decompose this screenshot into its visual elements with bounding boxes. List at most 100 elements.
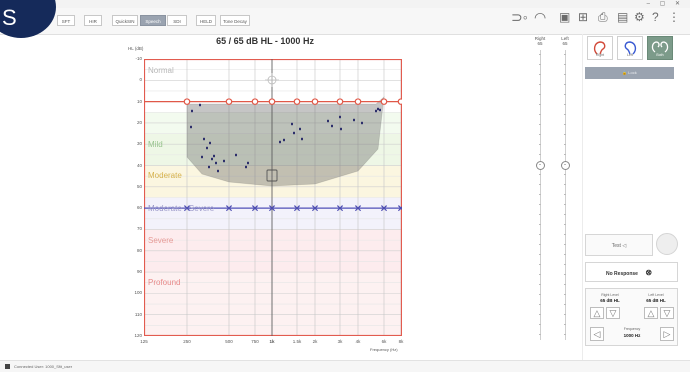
gear-icon[interactable]: ⚙ [634, 10, 645, 24]
y-tick-label: 10 [136, 98, 142, 104]
save-icon[interactable]: ▤ [617, 10, 629, 24]
right-level-down-button[interactable]: ▽ [606, 307, 620, 319]
right-level-slider[interactable] [540, 50, 541, 340]
both-ears-button[interactable] [647, 36, 673, 60]
test-button[interactable]: Test ◁ [585, 234, 653, 256]
right-level-value: 65 dB HL [600, 298, 620, 303]
speech-dot [291, 122, 293, 126]
audiogram-border [144, 59, 402, 336]
slider-tick [564, 74, 566, 75]
slider-tick [539, 64, 541, 65]
slider-tick [564, 144, 566, 145]
crosshair-icon [265, 73, 279, 87]
slider-tick [564, 194, 566, 195]
screens-icon[interactable]: ▣ [559, 10, 571, 24]
right-slider-knob[interactable] [536, 161, 545, 170]
category-normal: Normal [148, 66, 174, 75]
category-band [144, 197, 402, 230]
left-level-slider[interactable] [565, 50, 566, 340]
right-ear-marker [397, 98, 402, 105]
right-level-up-button[interactable]: △ [590, 307, 604, 319]
tab-sft[interactable]: SFT [57, 15, 75, 26]
frequency-label: Frequency [623, 327, 641, 331]
slider-tick [564, 94, 566, 95]
print-icon[interactable]: ⎙ [598, 10, 608, 24]
left-slider-knob[interactable] [561, 161, 570, 170]
slider-tick [539, 54, 541, 55]
speech-dot [327, 119, 329, 123]
speech-dot [379, 108, 381, 112]
right-ear-marker [311, 98, 319, 105]
mode-tab-bar: SFT HIR QuickSIN Speech SDI HELD Tone De… [0, 8, 690, 35]
audiogram[interactable]: Normal Mild Moderate Moderate - Severe S… [144, 59, 402, 336]
audiogram-plot[interactable] [144, 59, 402, 336]
slider-tick [539, 294, 541, 295]
test-label: Test [611, 243, 621, 249]
slider-tick [539, 304, 541, 305]
speech-dot [361, 121, 363, 125]
grid-icon[interactable]: ⊞ [578, 10, 589, 24]
speech-dot [190, 125, 192, 129]
left-level-label: Left Level [648, 293, 664, 297]
slider-tick [564, 154, 566, 155]
left-level-value: 65 dB HL [646, 298, 666, 303]
x-tick-label: 500 [225, 339, 233, 344]
present-tone-button[interactable] [656, 233, 678, 255]
speaker-icon[interactable]: ⊃◦ [511, 9, 528, 25]
tab-tone-decay[interactable]: Tone Decay [220, 15, 250, 26]
tab-quicksin[interactable]: QuickSIN [112, 15, 138, 26]
left-level-up-button[interactable]: △ [644, 307, 658, 319]
left-ear-marker [293, 205, 301, 212]
speech-dot [377, 107, 379, 111]
no-response-button[interactable]: No Response ⊗ [585, 262, 678, 282]
tab-hir[interactable]: HIR [84, 15, 102, 26]
slider-tick [564, 234, 566, 235]
left-level-down-button[interactable]: ▽ [660, 307, 674, 319]
slider-tick [539, 254, 541, 255]
connection-icon [5, 364, 10, 369]
slider-tick [564, 174, 566, 175]
right-ear-marker [336, 98, 344, 105]
slider-tick [539, 204, 541, 205]
speech-dot [235, 153, 237, 157]
slider-tick [539, 164, 541, 165]
y-tick-label: 30 [136, 141, 142, 147]
window-controls[interactable]: – ▢ ✕ [646, 1, 684, 7]
slider-tick [564, 134, 566, 135]
slider-tick [539, 144, 541, 145]
lock-button[interactable]: 🔒 Lock [585, 67, 674, 79]
y-tick-label: 50 [136, 183, 142, 189]
help-icon[interactable]: ? [652, 10, 659, 24]
frequency-up-button[interactable]: ▷ [660, 327, 674, 341]
slider-tick [564, 304, 566, 305]
right-ear-label: Right [595, 53, 605, 57]
slider-tick [539, 334, 541, 335]
tab-sdi[interactable]: SDI [167, 15, 187, 26]
slider-tick [539, 74, 541, 75]
slider-tick [539, 214, 541, 215]
left-ear-marker [311, 205, 319, 212]
slider-tick [539, 124, 541, 125]
app-logo-letter: S [2, 5, 17, 30]
more-icon[interactable]: ⋮ [668, 10, 680, 24]
x-tick-label: 6k [381, 339, 387, 344]
y-tick-label: 110 [134, 311, 142, 317]
audiogram-title: 65 / 65 dB HL - 1000 Hz [216, 36, 314, 46]
left-ear-button[interactable] [617, 36, 643, 60]
tab-held[interactable]: HELD [196, 15, 216, 26]
speech-dot [247, 161, 249, 165]
speech-dot [375, 109, 377, 113]
right-ear-marker [183, 98, 191, 105]
right-ear-marker [293, 98, 301, 105]
x-tick-label: 250 [183, 339, 191, 344]
slider-tick [564, 64, 566, 65]
x-tick-label: 8k [398, 339, 404, 344]
headphones-icon[interactable]: ◠ [534, 9, 547, 25]
slider-tick [564, 314, 566, 315]
slider-tick [564, 84, 566, 85]
tab-speech[interactable]: Speech [140, 15, 166, 26]
slider-tick [539, 114, 541, 115]
slider-tick [564, 124, 566, 125]
frequency-down-button[interactable]: ◁ [590, 327, 604, 341]
right-ear-button[interactable] [587, 36, 613, 60]
